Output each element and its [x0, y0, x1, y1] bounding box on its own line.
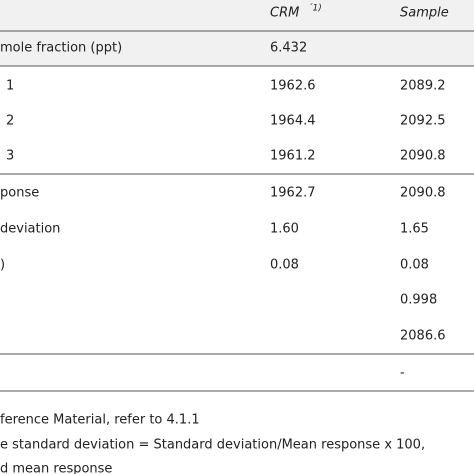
crm-cell: 1962.7 — [270, 186, 316, 201]
crm-cell: 1964.4 — [270, 114, 316, 129]
footnote: ference Material, refer to 4.1.1 — [0, 413, 200, 428]
sample-cell: 2086.6 — [400, 329, 446, 344]
row-label: 3 — [6, 149, 14, 164]
crm-cell: 1.60 — [270, 222, 299, 237]
row-label: ) — [0, 258, 5, 273]
sample-cell: 1.65 — [400, 222, 429, 237]
sample-cell: 2090.8 — [400, 186, 446, 201]
header-crm: CRM — [270, 6, 299, 21]
row-label: deviation — [0, 222, 60, 237]
sample-cell: 2089.2 — [400, 79, 446, 94]
footnote: d mean response — [0, 462, 112, 474]
crm-cell: 1961.2 — [270, 149, 316, 164]
row-label: mole fraction (ppt) — [0, 41, 122, 56]
sample-cell: 0.08 — [400, 258, 429, 273]
sample-cell: 2090.8 — [400, 149, 446, 164]
crm-cell: 0.08 — [270, 258, 299, 273]
row-label: 2 — [6, 114, 14, 129]
footnote: e standard deviation = Standard deviatio… — [0, 438, 425, 453]
sample-cell: 0.998 — [400, 293, 437, 308]
row-label: ponse — [0, 186, 39, 201]
header-sample: Sample — [400, 6, 449, 21]
sample-cell: 2092.5 — [400, 114, 446, 129]
header-crm-note: ´1) — [308, 3, 322, 14]
header-background — [0, 0, 474, 66]
crm-cell: 6.432 — [270, 41, 307, 56]
crm-cell: 1962.6 — [270, 79, 316, 94]
row-label: 1 — [6, 79, 14, 94]
sample-cell: - — [400, 366, 405, 381]
